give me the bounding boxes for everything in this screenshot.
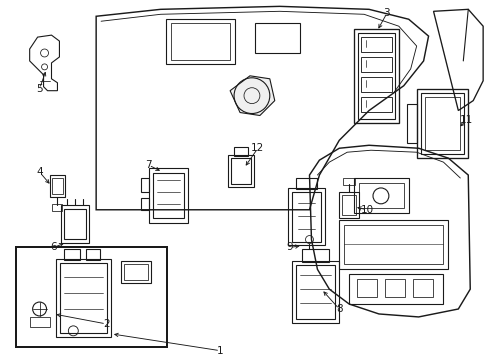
- Bar: [61, 205, 89, 243]
- Bar: [231, 158, 250, 184]
- Bar: [16, 247, 166, 347]
- Bar: [287, 188, 325, 246]
- Bar: [121, 261, 150, 283]
- Bar: [384, 279, 404, 297]
- Bar: [141, 198, 148, 210]
- Bar: [360, 57, 391, 72]
- Bar: [291, 261, 339, 323]
- Bar: [165, 19, 235, 64]
- Text: 7: 7: [145, 160, 152, 170]
- Bar: [412, 279, 432, 297]
- Bar: [86, 249, 100, 260]
- Bar: [51, 178, 63, 194]
- Bar: [342, 195, 355, 215]
- Bar: [148, 168, 188, 223]
- Bar: [61, 264, 107, 333]
- Bar: [339, 220, 447, 269]
- Text: 9: 9: [286, 243, 292, 252]
- Bar: [406, 104, 416, 143]
- Bar: [49, 175, 65, 197]
- Text: 12: 12: [251, 143, 264, 153]
- Bar: [348, 274, 443, 304]
- Bar: [295, 265, 335, 319]
- Bar: [170, 23, 230, 60]
- Bar: [356, 279, 376, 297]
- Bar: [295, 178, 317, 189]
- Bar: [358, 183, 403, 208]
- Text: 10: 10: [360, 205, 373, 215]
- Text: 11: 11: [459, 116, 472, 126]
- Bar: [254, 23, 299, 53]
- Bar: [291, 192, 321, 242]
- Bar: [343, 178, 354, 185]
- Bar: [123, 264, 147, 280]
- Bar: [353, 29, 398, 123]
- Bar: [64, 209, 86, 239]
- Bar: [360, 96, 391, 112]
- Text: 8: 8: [335, 304, 342, 314]
- Bar: [301, 249, 328, 262]
- Bar: [360, 77, 391, 92]
- Bar: [152, 173, 184, 218]
- Text: 2: 2: [102, 319, 109, 329]
- Bar: [56, 260, 111, 337]
- Text: 5: 5: [36, 84, 43, 94]
- Bar: [416, 89, 468, 158]
- Bar: [52, 204, 62, 211]
- Bar: [141, 178, 148, 192]
- Bar: [360, 37, 391, 52]
- Bar: [234, 147, 247, 156]
- Bar: [64, 249, 80, 260]
- Text: 4: 4: [36, 167, 43, 177]
- Bar: [353, 178, 408, 213]
- Text: 1: 1: [217, 346, 223, 356]
- Bar: [344, 225, 443, 264]
- Polygon shape: [230, 76, 274, 116]
- Text: 3: 3: [383, 8, 389, 18]
- Bar: [339, 192, 358, 218]
- Bar: [420, 93, 463, 154]
- Bar: [424, 96, 459, 150]
- Bar: [30, 317, 49, 327]
- Bar: [357, 33, 394, 120]
- Bar: [228, 155, 253, 187]
- Text: 6: 6: [50, 243, 57, 252]
